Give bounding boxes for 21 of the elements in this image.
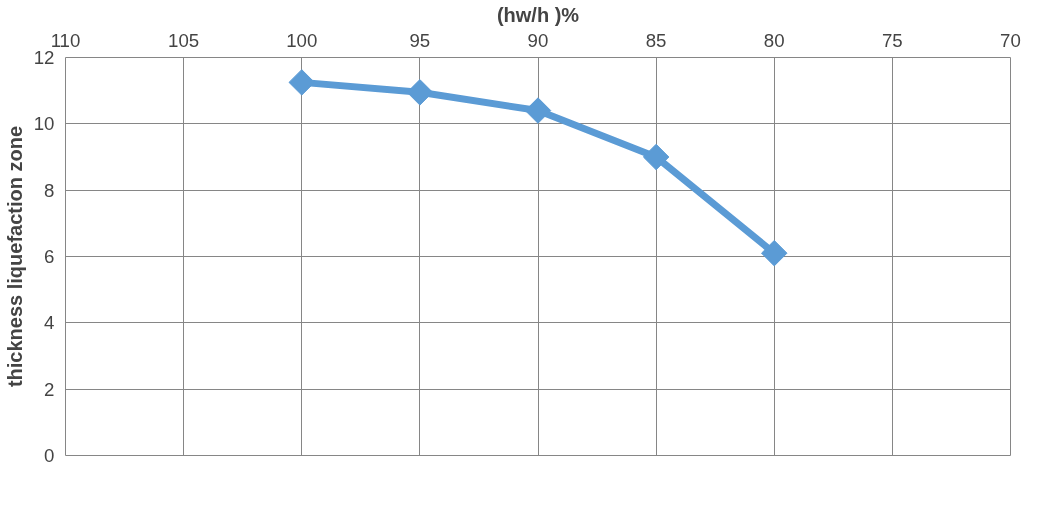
x-tick-label: 75 — [882, 29, 903, 51]
point — [642, 143, 670, 171]
x-tick-label: 85 — [645, 29, 667, 51]
x-tick-label: 70 — [1000, 29, 1021, 51]
x-tick-label: 105 — [168, 29, 200, 51]
x-tick-label: 90 — [527, 29, 549, 51]
point — [761, 239, 788, 267]
y-axis-title: thickness liquefaction zone — [3, 125, 26, 388]
y-tick-label: 10 — [33, 113, 55, 135]
x-tick-label: 95 — [409, 29, 431, 51]
point — [524, 97, 552, 124]
y-tick-label: 6 — [44, 246, 55, 267]
y-tick-label: 8 — [44, 179, 55, 201]
point — [406, 79, 434, 106]
point — [288, 69, 315, 96]
y-tick-label: 2 — [44, 378, 55, 400]
x-tick-label: 80 — [763, 29, 785, 51]
y-tick-label: 4 — [44, 312, 55, 334]
y-tick-label: 0 — [44, 445, 55, 466]
x-axis-title: (hw/h )% — [496, 3, 580, 26]
x-tick-label: 100 — [286, 29, 318, 51]
